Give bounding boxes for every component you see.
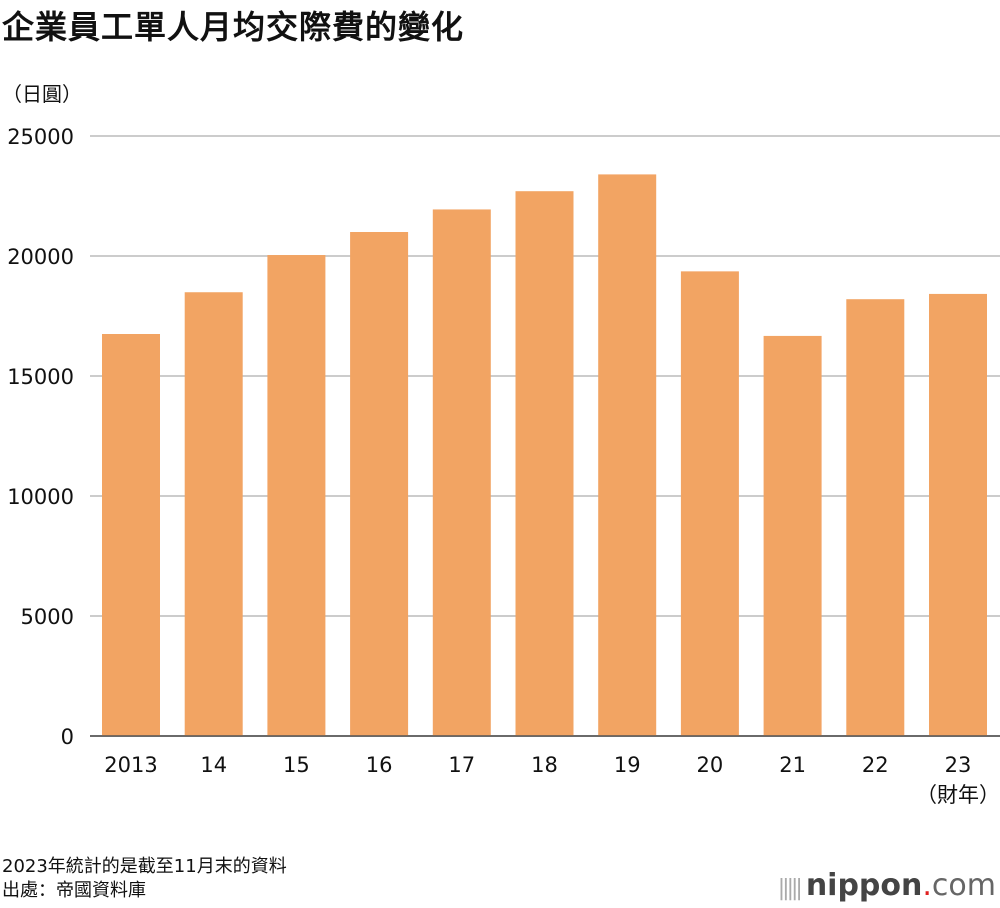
bar-18	[515, 191, 574, 736]
x-tick-label: 22	[862, 753, 889, 777]
bar-chart: 0 5000 10000 15000 20000 25000 2013 14 15 16 17 18 1…	[7, 125, 1000, 807]
x-tick-label: 17	[448, 753, 475, 777]
bar-20	[680, 271, 739, 736]
x-tick-label: 16	[366, 753, 393, 777]
bar-17	[432, 209, 491, 736]
y-tick-label: 5000	[21, 605, 74, 629]
y-tick-label: 25000	[7, 125, 74, 149]
bar-22	[846, 299, 905, 736]
y-tick-label: 15000	[7, 365, 74, 389]
x-axis-unit: （財年）	[916, 783, 1000, 807]
footnote: 2023年統計的是截至11月末的資料	[2, 856, 287, 877]
x-tick-label: 2013	[104, 753, 157, 777]
sound-bars-icon: |||||	[777, 876, 803, 901]
nippon-logo: ||||| nippon.com	[777, 868, 996, 903]
source-note: 出處：帝國資料庫	[2, 880, 146, 901]
bar-21	[763, 335, 822, 736]
x-tick-label: 21	[779, 753, 806, 777]
bar-14	[184, 292, 243, 736]
y-tick-label: 10000	[7, 485, 74, 509]
y-tick-label: 20000	[7, 245, 74, 269]
x-tick-label: 20	[697, 753, 724, 777]
bar-19	[598, 174, 657, 736]
chart-title: 企業員工單人月均交際費的變化	[2, 8, 465, 46]
bar-23	[929, 293, 987, 736]
x-tick-label: 19	[614, 753, 641, 777]
x-tick-label: 15	[283, 753, 310, 777]
y-axis-unit: （日圓）	[2, 82, 82, 106]
x-tick-label: 23	[945, 753, 972, 777]
x-tick-label: 18	[531, 753, 558, 777]
bar-2013	[102, 334, 160, 736]
bar-16	[350, 232, 409, 736]
x-tick-label: 14	[200, 753, 227, 777]
y-tick-label: 0	[61, 725, 74, 749]
bar-15	[267, 255, 326, 737]
